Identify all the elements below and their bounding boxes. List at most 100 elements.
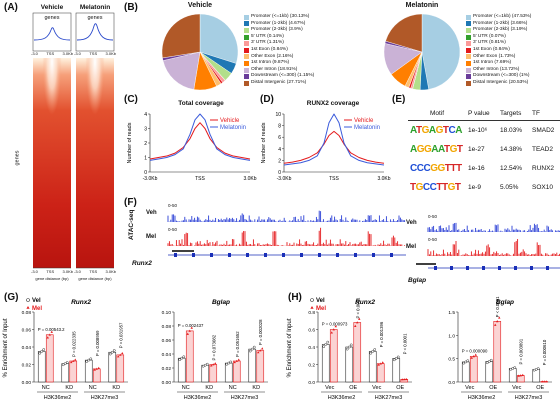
legend-label: 3' UTR (1.31%) <box>251 40 284 46</box>
point-mel <box>379 362 382 365</box>
track-scale-mel-right: 0-50 <box>428 237 438 242</box>
p-value: P < 0.0001 <box>495 296 500 317</box>
legend-item: 1st Intron (7.69%) <box>466 60 531 67</box>
y-tick-label: 0.8 <box>308 310 315 316</box>
p-value: P = 0.000090 <box>462 348 488 353</box>
pie-title-melatonin: Melatonin <box>405 2 439 9</box>
legend-item: Promoter (<=1kb) (47.53%) <box>466 14 531 21</box>
point-mel <box>403 378 406 381</box>
gene-label-runx2: Runx2 <box>132 260 152 267</box>
heatmap-x-label-melatonin: gene distance (bp) <box>78 276 112 281</box>
point-mel <box>496 320 499 323</box>
motif-base: C <box>422 182 430 193</box>
y-axis-label: Number of reads <box>261 122 267 163</box>
y-tick-label: 4 <box>278 147 281 153</box>
motif-base: C <box>423 163 431 174</box>
point-vel <box>61 363 65 367</box>
point-mel <box>214 362 217 365</box>
bar-chart-title: Runx2 <box>355 299 375 306</box>
legend-item: 5' UTR (0.07%) <box>466 34 531 41</box>
legend-swatch <box>466 14 471 20</box>
motif-tf: SMAD2 <box>532 127 555 134</box>
motif-logo: AGGAATGT <box>408 140 466 159</box>
gene-exon <box>282 253 285 257</box>
point-mel <box>50 330 53 333</box>
motif-targets: 5.05% <box>500 184 519 191</box>
track-label-veh-left: Veh <box>146 210 157 216</box>
motif-table-header: Motif P value Targets TF <box>408 106 560 121</box>
point-mel <box>70 360 73 364</box>
pie-slice <box>161 13 201 59</box>
legend-label: Downstream (<=300) (1%) <box>473 73 530 79</box>
group-label: Vec <box>512 385 521 391</box>
point-mel <box>494 323 497 326</box>
legend-swatch <box>244 34 249 40</box>
legend-label: Promoter (1-2kb) (4.67%) <box>251 20 306 26</box>
point-vel <box>250 347 254 351</box>
legend-item: Promoter (2-3kb) (3.9%) <box>244 27 314 34</box>
motif-base: G <box>421 125 430 136</box>
motif-tf: SOX10 <box>532 184 553 191</box>
pie-chart-melatonin <box>383 13 461 91</box>
legend-item: 5' UTR (0.14%) <box>244 34 314 41</box>
motif-targets: 12.54% <box>500 165 523 172</box>
point-vel <box>112 349 116 352</box>
legend-swatch <box>244 14 249 20</box>
bar-vel <box>108 351 117 383</box>
bar-mel <box>256 350 265 383</box>
y-tick-label: 0.0 <box>308 380 315 386</box>
profile-ticks-vehicle: -3.0 TSS 3.0Kb <box>31 51 73 56</box>
coverage-title-runx2: RUNX2 coverage <box>306 100 360 107</box>
point-vel <box>227 361 231 365</box>
legend-label: Other Intron (18.91%) <box>251 66 298 72</box>
legend-swatch <box>466 80 471 86</box>
motif-base: G <box>437 163 445 174</box>
point-vel <box>248 349 252 353</box>
motif-base: G <box>416 144 425 155</box>
bar-mel <box>493 321 502 383</box>
group-label: OE <box>489 385 497 391</box>
motif-logo: TGCCTTGT <box>408 178 466 197</box>
legend-swatch <box>466 67 471 73</box>
point-mel <box>474 353 477 356</box>
motif-base: T <box>455 163 462 174</box>
point-mel <box>190 326 193 329</box>
point-vel <box>178 358 182 361</box>
point-vel <box>466 359 470 363</box>
y-tick-label: 0.6 <box>308 328 315 334</box>
legend-swatch <box>244 80 249 86</box>
motif-base: G <box>415 182 424 193</box>
point-mel <box>237 358 240 361</box>
legend-label: Mel <box>316 306 326 312</box>
point-vel <box>369 351 373 355</box>
x-tick-label: -3.0Kb <box>277 176 292 182</box>
point-vel <box>349 343 353 347</box>
p-value: P = 0.002028 <box>258 319 263 345</box>
motif-base: A <box>410 125 416 136</box>
y-tick-label: 8 <box>278 124 281 130</box>
histone-mark-label: H3K27me3 <box>375 395 403 401</box>
bar-chart-title: Bglap <box>212 299 230 306</box>
legend-label: Vel <box>316 298 325 304</box>
point-vel <box>42 348 46 351</box>
group-label: KD <box>205 385 213 391</box>
pie-slice <box>421 13 461 90</box>
legend-item: 3' UTR (0.81%) <box>466 40 531 47</box>
profile-label-vehicle: genes <box>44 15 60 21</box>
gene-exon <box>498 266 501 270</box>
y-tick-label: 0 <box>144 170 147 176</box>
point-vel <box>229 360 233 364</box>
p-value: P = 0.008959 <box>95 330 100 356</box>
motif-base: C <box>448 125 456 136</box>
point-mel <box>259 349 262 352</box>
p-value: P < 0.0001 <box>402 333 407 354</box>
point-vel <box>225 362 229 366</box>
point-vel <box>513 366 517 370</box>
bar-vel <box>177 357 186 383</box>
motif-p-value: 1e-16 <box>468 165 485 172</box>
legend-marker-vel <box>310 298 314 302</box>
heatmap-title-melatonin: Melatonin <box>79 4 111 11</box>
coverage-chart-total: 0 1 2 3 4 -3.0Kb TSS 3.0Kb Number of reads Vehicl… <box>127 112 257 182</box>
point-mel <box>401 378 404 381</box>
motif-logo: ATGAGTCA <box>408 121 466 141</box>
